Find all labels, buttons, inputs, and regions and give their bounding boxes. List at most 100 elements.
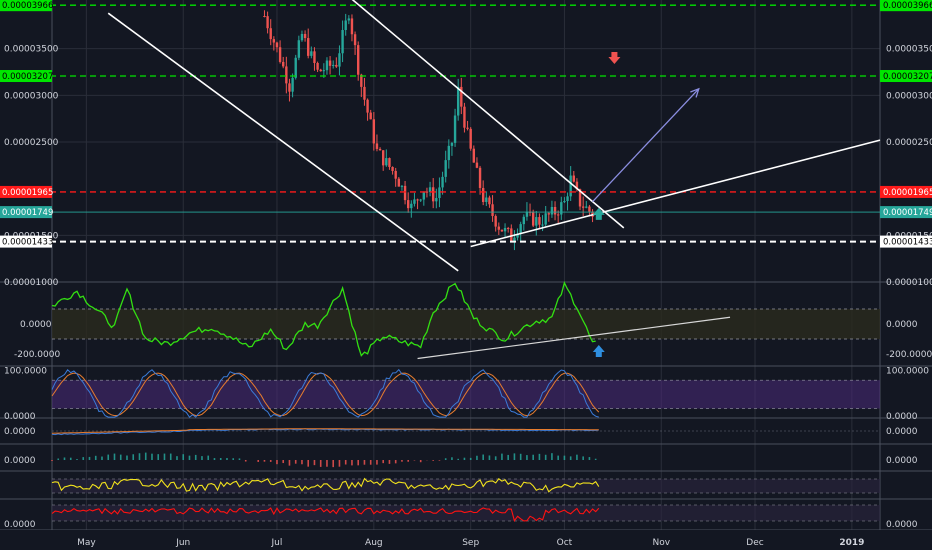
histogram-bar-42 xyxy=(313,460,316,466)
price-level-tag-right-label-1: 0.00003207 xyxy=(883,72,932,82)
price-level-tag-right-label-4: 0.00001433 xyxy=(883,238,932,248)
candle-body-65 xyxy=(466,127,469,129)
candle-body-75 xyxy=(497,226,501,230)
histogram-bar-84 xyxy=(576,454,578,460)
histogram-bar-37 xyxy=(282,460,285,464)
histogram-bar-71 xyxy=(494,456,497,460)
time-axis-label-0: May xyxy=(77,538,96,548)
candle-body-3 xyxy=(272,39,276,43)
candle-body-31 xyxy=(360,74,363,87)
candle-body-100 xyxy=(575,181,579,190)
histogram-bar-53 xyxy=(382,460,384,464)
cci-line xyxy=(51,280,596,357)
histogram-bar-64 xyxy=(451,457,453,460)
candle-body-19 xyxy=(322,70,326,72)
candle-body-27 xyxy=(347,18,351,21)
candle-body-55 xyxy=(435,198,438,202)
candle-body-6 xyxy=(282,61,285,67)
candle-body-62 xyxy=(456,86,460,116)
candle-body-80 xyxy=(513,237,516,242)
red-oscillator-axis-right-label: 0.0000 xyxy=(886,520,918,530)
candle-body-34 xyxy=(369,112,372,120)
time-axis-label-8: 2019 xyxy=(839,538,864,548)
histogram-bar-12 xyxy=(126,455,128,460)
price-level-tag-right-4 xyxy=(880,235,932,248)
histogram-bar-16 xyxy=(151,453,153,460)
candle-body-64 xyxy=(463,106,466,128)
candle-body-82 xyxy=(519,224,522,234)
time-axis-label-7: Dec xyxy=(746,538,763,548)
histogram-bar-49 xyxy=(357,460,360,466)
candle-body-57 xyxy=(441,176,444,188)
histogram-bar-19 xyxy=(169,453,172,460)
candle-body-1 xyxy=(266,16,269,29)
cci-trendline xyxy=(417,316,731,360)
candle-body-79 xyxy=(510,228,513,242)
histogram-bar-22 xyxy=(188,455,191,460)
histogram-bar-23 xyxy=(194,454,197,460)
histogram-bar-86 xyxy=(588,457,591,460)
candle-body-45 xyxy=(403,185,407,201)
histogram-bar-31 xyxy=(244,460,247,462)
price-level-tag-left-2 xyxy=(0,185,52,198)
histogram-bar-72 xyxy=(501,453,503,460)
candle-body-44 xyxy=(400,185,404,187)
histogram-bar-43 xyxy=(319,460,322,467)
macd-signal-line xyxy=(51,428,599,434)
histogram-bar-25 xyxy=(207,455,210,460)
histogram-bar-24 xyxy=(201,456,203,460)
candle-body-18 xyxy=(319,69,322,72)
candle-body-16 xyxy=(313,51,316,63)
candle-body-14 xyxy=(307,38,310,56)
price-axis-left-label-0: 0.00003500 xyxy=(4,45,59,55)
histogram-bar-4 xyxy=(76,459,78,460)
candle-body-88 xyxy=(538,217,541,225)
histogram-bar-46 xyxy=(338,460,341,467)
candle-body-40 xyxy=(388,158,391,167)
candle-body-66 xyxy=(469,128,472,149)
histogram-bar-20 xyxy=(176,456,178,460)
stoch-axis-left-label-0: 100.0000 xyxy=(4,367,47,377)
candle-body-98 xyxy=(569,175,572,197)
candle-body-103 xyxy=(585,206,588,208)
candle-body-39 xyxy=(385,158,388,166)
histogram-bar-1 xyxy=(57,458,60,460)
candle-body-15 xyxy=(310,51,313,56)
histogram-bar-0 xyxy=(51,460,53,461)
candle-body-61 xyxy=(453,115,457,143)
histogram-bar-29 xyxy=(232,458,235,460)
histogram-bar-33 xyxy=(257,460,260,462)
candle-body-47 xyxy=(410,203,413,209)
candle-body-51 xyxy=(422,191,426,200)
candle-body-89 xyxy=(541,224,544,226)
time-axis-label-4: Sep xyxy=(462,538,479,548)
price-trendline-0 xyxy=(107,12,459,272)
histogram-bar-70 xyxy=(488,455,491,460)
red-oscillator-axis-left-label: 0.0000 xyxy=(4,520,36,530)
candle-body-84 xyxy=(525,211,529,217)
candle-body-93 xyxy=(553,206,557,215)
histogram-axis-right-label: 0.0000 xyxy=(886,456,918,466)
price-level-tag-right-0 xyxy=(880,0,932,12)
histogram-bar-6 xyxy=(88,456,91,460)
price-axis-right-label-1: 0.00003000 xyxy=(886,91,932,101)
macd-axis-left-label: 0.0000 xyxy=(4,427,36,437)
candle-body-42 xyxy=(394,170,397,179)
candle-body-69 xyxy=(478,167,482,188)
candle-body-101 xyxy=(578,189,582,207)
candle-body-104 xyxy=(588,206,591,212)
candle-body-48 xyxy=(413,199,416,204)
price-level-tag-right-label-3: 0.00001749 xyxy=(883,208,932,218)
candle-body-26 xyxy=(344,20,347,31)
price-level-tag-right-label-2: 0.00001965 xyxy=(883,188,932,198)
candle-body-24 xyxy=(338,53,341,67)
candle-body-99 xyxy=(572,175,575,182)
histogram-bar-40 xyxy=(301,460,303,465)
red-band-fill xyxy=(52,505,880,521)
time-axis-label-6: Nov xyxy=(652,538,670,548)
histogram-bar-78 xyxy=(538,453,541,460)
histogram-bar-77 xyxy=(532,454,534,460)
candle-body-60 xyxy=(450,142,454,146)
stoch-axis-right-label-1: 0.0000 xyxy=(886,412,918,422)
